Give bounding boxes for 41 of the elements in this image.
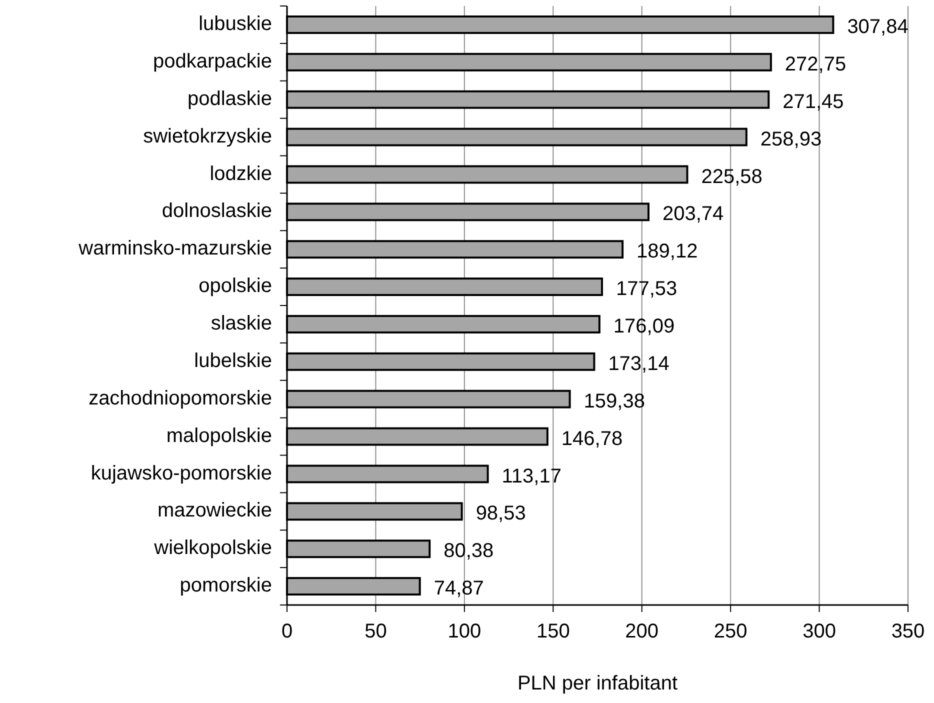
x-tick-label: 100	[448, 620, 482, 642]
y-tick-label: podkarpackie	[153, 50, 272, 72]
data-label: 203,74	[662, 203, 724, 226]
data-label: 189,12	[636, 240, 698, 263]
y-tick-label: slaskie	[210, 312, 272, 334]
x-tick-label: 350	[891, 620, 925, 642]
x-tick-label: 300	[802, 620, 836, 642]
y-tick-label: warminsko-mazurskie	[78, 238, 272, 260]
y-tick-label: lubelskie	[194, 350, 272, 372]
data-label: 146,78	[561, 428, 623, 450]
data-label: 258,93	[760, 128, 822, 150]
y-tick-label: podlaskie	[187, 88, 272, 110]
y-tick-label: mazowieckie	[158, 500, 272, 522]
y-tick-label: opolskie	[198, 275, 272, 298]
y-tick-label: zachodniopomorskie	[88, 387, 272, 410]
data-label: 307,84	[847, 16, 908, 38]
x-tick-label: 50	[364, 620, 387, 642]
data-label: 271,45	[782, 90, 844, 113]
x-tick-label: 200	[625, 620, 659, 642]
data-label: 98,53	[476, 502, 526, 525]
data-label: 113,17	[502, 465, 562, 488]
y-tick-label: lodzkie	[210, 162, 272, 185]
data-label: 176,09	[613, 316, 675, 338]
data-label: 74,87	[434, 578, 484, 600]
x-axis-title: PLN per infabitant	[517, 672, 678, 694]
y-tick-label: pomorskie	[180, 574, 272, 597]
y-tick-label: malopolskie	[166, 424, 272, 447]
y-tick-label: lubuskie	[198, 13, 272, 35]
x-tick-label: 150	[536, 620, 570, 642]
data-label: 173,14	[608, 352, 670, 375]
y-tick-label: swietokrzyskie	[143, 125, 272, 148]
data-label: 159,38	[584, 390, 645, 412]
y-tick-label: kujawsko-pomorskie	[90, 462, 272, 484]
y-tick-label: dolnoslaskie	[162, 200, 272, 222]
x-tick-label: 250	[714, 620, 748, 642]
x-tick-label: 0	[281, 620, 293, 642]
data-label: 177,53	[616, 278, 678, 300]
data-label: 225,58	[701, 166, 762, 188]
y-tick-label: wielkopolskie	[153, 537, 272, 560]
data-label: 80,38	[444, 540, 494, 562]
data-label: 272,75	[784, 53, 846, 76]
